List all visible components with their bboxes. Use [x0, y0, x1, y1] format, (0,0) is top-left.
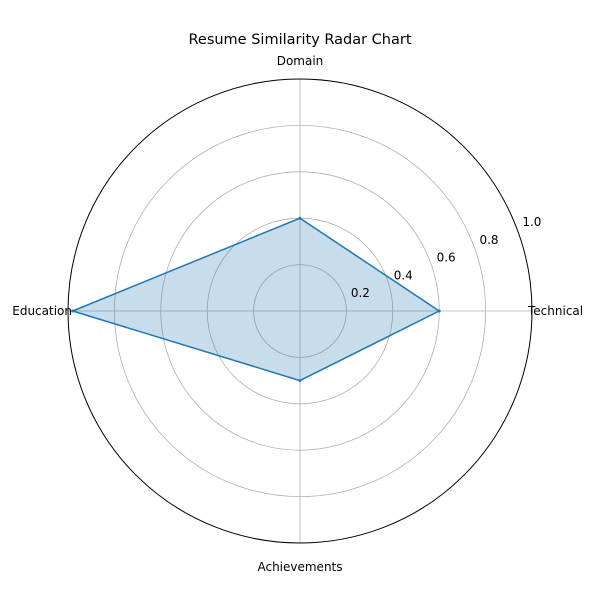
- data-point-domain: [298, 216, 302, 220]
- tick-layer: 0.2 0.4 0.6 0.8 1.0: [351, 215, 542, 300]
- category-label-technical: Technical: [527, 304, 583, 318]
- data-point-technical: [437, 309, 441, 313]
- chart-title: Resume Similarity Radar Chart: [188, 32, 411, 48]
- r-tick-label-2: 0.6: [437, 251, 456, 265]
- outer-ring: [67, 78, 533, 544]
- r-tick-label-3: 0.8: [479, 233, 498, 247]
- r-tick-label-0: 0.2: [351, 286, 370, 300]
- data-point-achievements: [298, 379, 302, 383]
- data-point-education: [71, 309, 75, 313]
- series-fill-0: [72, 218, 440, 381]
- category-label-education: Education: [12, 304, 72, 318]
- series-layer: [71, 216, 441, 383]
- category-label-layer: Technical Domain Education Achievements: [12, 54, 583, 574]
- r-tick-label-4: 1.0: [522, 215, 541, 229]
- category-label-domain: Domain: [277, 54, 324, 68]
- category-label-achievements: Achievements: [257, 560, 342, 574]
- r-tick-label-1: 0.4: [394, 268, 413, 282]
